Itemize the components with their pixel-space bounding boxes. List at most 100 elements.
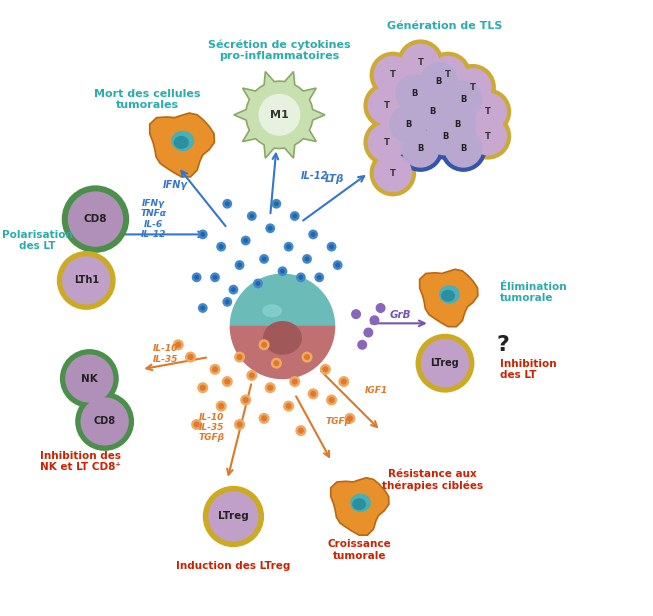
Text: T: T bbox=[485, 107, 491, 116]
Circle shape bbox=[308, 230, 318, 240]
Circle shape bbox=[259, 413, 270, 424]
Circle shape bbox=[243, 238, 248, 243]
Text: Génération de TLS: Génération de TLS bbox=[387, 21, 503, 31]
Circle shape bbox=[203, 486, 264, 547]
Circle shape bbox=[328, 397, 334, 403]
Text: TGFβ: TGFβ bbox=[325, 417, 351, 426]
Circle shape bbox=[274, 360, 279, 367]
Circle shape bbox=[212, 367, 218, 373]
Circle shape bbox=[198, 303, 208, 313]
Circle shape bbox=[243, 397, 249, 403]
Text: IL-12: IL-12 bbox=[301, 171, 328, 181]
Text: T: T bbox=[445, 70, 451, 79]
Circle shape bbox=[208, 492, 259, 541]
Circle shape bbox=[422, 113, 468, 160]
Circle shape bbox=[193, 421, 200, 428]
Text: CD8: CD8 bbox=[84, 214, 107, 224]
Circle shape bbox=[302, 352, 313, 363]
Text: IFNγ: IFNγ bbox=[163, 180, 187, 190]
Circle shape bbox=[352, 310, 360, 318]
Circle shape bbox=[285, 403, 292, 409]
Circle shape bbox=[314, 272, 324, 282]
Circle shape bbox=[57, 251, 116, 310]
Circle shape bbox=[259, 95, 300, 135]
Ellipse shape bbox=[439, 286, 459, 303]
Circle shape bbox=[415, 334, 475, 392]
Circle shape bbox=[333, 260, 343, 270]
Circle shape bbox=[60, 349, 119, 408]
Text: Croissance
tumorale: Croissance tumorale bbox=[327, 540, 391, 561]
Circle shape bbox=[191, 419, 202, 430]
Circle shape bbox=[261, 415, 267, 421]
Ellipse shape bbox=[353, 499, 365, 509]
Circle shape bbox=[283, 241, 293, 251]
Circle shape bbox=[444, 129, 483, 168]
Text: T: T bbox=[384, 138, 390, 147]
Circle shape bbox=[68, 192, 123, 247]
Circle shape bbox=[320, 364, 331, 375]
Circle shape bbox=[289, 376, 300, 387]
Circle shape bbox=[409, 89, 456, 135]
Text: B: B bbox=[460, 95, 466, 104]
Text: GrB: GrB bbox=[389, 310, 411, 320]
Polygon shape bbox=[330, 478, 389, 535]
Circle shape bbox=[413, 92, 452, 131]
Text: T: T bbox=[470, 83, 475, 92]
Text: Inhibition
des LT: Inhibition des LT bbox=[500, 359, 557, 380]
Text: IL-10
IL-35
TGFβ: IL-10 IL-35 TGFβ bbox=[198, 413, 224, 442]
Circle shape bbox=[370, 52, 416, 99]
Circle shape bbox=[225, 299, 230, 304]
Circle shape bbox=[265, 224, 275, 233]
Text: LTreg: LTreg bbox=[430, 358, 459, 368]
Circle shape bbox=[323, 367, 328, 373]
Circle shape bbox=[368, 123, 406, 161]
Circle shape bbox=[225, 201, 230, 206]
Circle shape bbox=[262, 256, 266, 261]
Circle shape bbox=[364, 119, 410, 166]
Circle shape bbox=[210, 272, 220, 282]
Circle shape bbox=[376, 304, 385, 312]
Circle shape bbox=[272, 199, 281, 209]
Circle shape bbox=[421, 339, 469, 387]
Circle shape bbox=[424, 52, 471, 99]
Circle shape bbox=[395, 75, 434, 113]
Circle shape bbox=[264, 382, 276, 393]
Text: CD8: CD8 bbox=[93, 416, 116, 426]
Circle shape bbox=[223, 297, 232, 307]
Circle shape bbox=[302, 254, 312, 264]
Circle shape bbox=[440, 125, 486, 172]
Circle shape bbox=[449, 64, 496, 110]
Text: B: B bbox=[442, 132, 448, 141]
Circle shape bbox=[62, 256, 110, 304]
Circle shape bbox=[453, 68, 492, 107]
Circle shape bbox=[249, 373, 255, 378]
Text: NK: NK bbox=[81, 373, 98, 384]
Circle shape bbox=[391, 70, 438, 116]
Circle shape bbox=[222, 376, 233, 387]
Circle shape bbox=[236, 354, 243, 360]
Circle shape bbox=[402, 44, 439, 82]
Circle shape bbox=[335, 262, 340, 267]
Text: M1: M1 bbox=[270, 110, 289, 120]
Text: LTβ: LTβ bbox=[325, 174, 344, 184]
Text: T: T bbox=[390, 70, 396, 79]
Text: ?: ? bbox=[497, 334, 510, 355]
Circle shape bbox=[290, 211, 300, 221]
Circle shape bbox=[344, 413, 355, 424]
Circle shape bbox=[374, 154, 412, 192]
Circle shape bbox=[241, 236, 251, 245]
Ellipse shape bbox=[351, 494, 370, 511]
Circle shape bbox=[200, 384, 206, 391]
Circle shape bbox=[200, 306, 205, 310]
Circle shape bbox=[231, 287, 236, 292]
Text: B: B bbox=[460, 144, 466, 153]
Text: IGF1: IGF1 bbox=[365, 386, 389, 395]
Text: T: T bbox=[384, 101, 390, 110]
Text: B: B bbox=[436, 76, 442, 86]
Text: Mort des cellules
tumorales: Mort des cellules tumorales bbox=[94, 89, 201, 110]
Text: B: B bbox=[417, 144, 424, 153]
Text: T: T bbox=[417, 58, 423, 67]
Circle shape bbox=[358, 341, 366, 349]
Circle shape bbox=[259, 254, 269, 264]
Circle shape bbox=[223, 199, 232, 209]
